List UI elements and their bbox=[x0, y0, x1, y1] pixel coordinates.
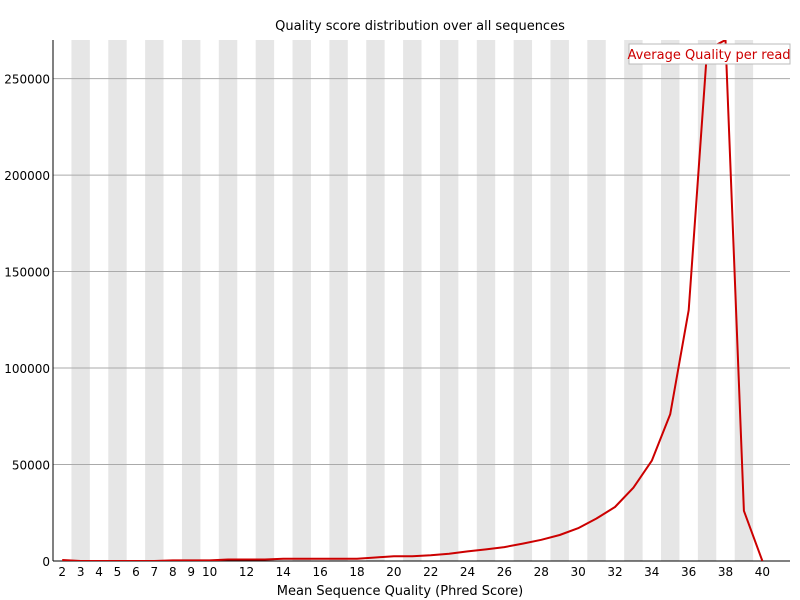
x-axis-label: Mean Sequence Quality (Phred Score) bbox=[277, 584, 523, 599]
alternating-stripes bbox=[71, 40, 754, 561]
x-tick-label: 30 bbox=[570, 565, 585, 579]
x-tick-label: 32 bbox=[607, 565, 622, 579]
x-tick-label: 3 bbox=[77, 565, 85, 579]
stripe-band bbox=[550, 40, 569, 561]
x-tick-label: 22 bbox=[423, 565, 438, 579]
y-tick-label: 250000 bbox=[4, 73, 50, 87]
x-tick-label: 14 bbox=[276, 565, 291, 579]
stripe-band bbox=[697, 40, 717, 561]
y-tick-labels: 0 50000 100000 150000 200000 250000 bbox=[4, 73, 50, 569]
stripe-band bbox=[145, 40, 164, 561]
x-tick-label: 5 bbox=[114, 565, 122, 579]
x-tick-label: 12 bbox=[239, 565, 254, 579]
stripe-band bbox=[624, 40, 643, 561]
stripe-band bbox=[218, 40, 238, 561]
stripe-band bbox=[366, 40, 385, 561]
stripe-band bbox=[513, 40, 533, 561]
chart-title: Quality score distribution over all sequ… bbox=[275, 19, 565, 34]
x-tick-label: 2 bbox=[58, 565, 66, 579]
legend: Average Quality per read bbox=[627, 43, 791, 65]
x-tick-label: 9 bbox=[187, 565, 195, 579]
x-tick-labels: 2 3 4 5 6 7 8 9 10 12 14 16 18 20 22 24 26 28 30 32 34 36 38 40 bbox=[58, 565, 770, 579]
y-gridlines bbox=[53, 78, 790, 466]
x-tick-label: 34 bbox=[644, 565, 659, 579]
x-tick-label: 10 bbox=[202, 565, 217, 579]
x-tick-label: 38 bbox=[718, 565, 733, 579]
stripe-band bbox=[403, 40, 422, 561]
y-tick-label: 100000 bbox=[4, 362, 50, 376]
stripe-band bbox=[439, 40, 459, 561]
x-tick-label: 7 bbox=[151, 565, 159, 579]
x-tick-label: 36 bbox=[681, 565, 696, 579]
legend-entry-average-quality-per-read: Average Quality per read bbox=[627, 48, 790, 63]
stripe-band bbox=[587, 40, 606, 561]
y-tick-label: 200000 bbox=[4, 169, 50, 183]
x-tick-label: 40 bbox=[755, 565, 770, 579]
x-tick-label: 4 bbox=[95, 565, 103, 579]
x-tick-label: 26 bbox=[497, 565, 512, 579]
x-tick-label: 24 bbox=[460, 565, 475, 579]
x-tick-label: 8 bbox=[169, 565, 177, 579]
stripe-band bbox=[476, 40, 496, 561]
y-tick-label: 150000 bbox=[4, 266, 50, 280]
stripe-band bbox=[108, 40, 127, 561]
stripe-band bbox=[71, 40, 90, 561]
stripe-band bbox=[292, 40, 311, 561]
stripe-band bbox=[181, 40, 201, 561]
stripe-band bbox=[734, 40, 754, 561]
x-tick-label: 28 bbox=[534, 565, 549, 579]
stripe-band bbox=[255, 40, 275, 561]
x-tick-label: 16 bbox=[313, 565, 328, 579]
x-tick-label: 6 bbox=[132, 565, 140, 579]
series-line-average-quality-per-read bbox=[62, 40, 764, 561]
stripe-band bbox=[661, 40, 680, 561]
y-tick-label: 0 bbox=[42, 555, 50, 569]
x-tick-label: 18 bbox=[349, 565, 364, 579]
legend-box bbox=[628, 43, 791, 65]
series-layer bbox=[62, 40, 764, 561]
stripe-band bbox=[329, 40, 348, 561]
y-tick-label: 50000 bbox=[12, 459, 50, 473]
x-tick-label: 20 bbox=[386, 565, 401, 579]
